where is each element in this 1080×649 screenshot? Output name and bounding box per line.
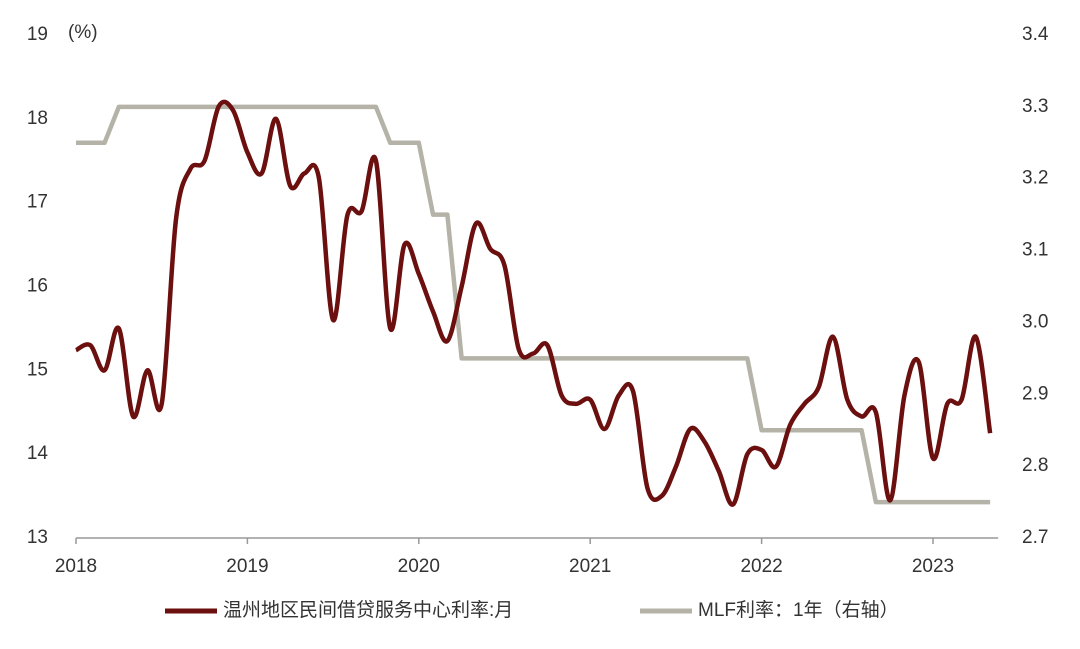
y2-tick-label: 2.8 [1022,455,1048,476]
unit-annotation: (%) [68,22,98,43]
y2-tick-label: 3.3 [1022,96,1048,117]
y2-tick-label: 2.7 [1022,527,1048,548]
line-series [76,104,991,505]
x-tick-label: 2018 [55,556,97,577]
y2-tick-label: 3.1 [1022,240,1048,261]
legend-label: 温州地区民间借贷服务中心利率:月 [223,599,513,621]
y2-tick-label: 2.9 [1022,383,1048,404]
line-series [74,99,993,507]
x-tick-label: 2022 [740,556,782,577]
legend-label: MLF利率：1年（右轴） [698,599,899,621]
y2-tick-label: 3.0 [1022,311,1048,332]
y2-tick-label: 3.2 [1022,168,1048,189]
y-tick-label: 17 [27,192,48,213]
y2-tick-label: 3.4 [1022,24,1049,45]
y-tick-label: 14 [27,443,49,464]
x-tick-label: 2019 [226,556,268,577]
x-tick-label: 2023 [912,556,954,577]
x-tick-label: 2021 [569,556,611,577]
x-tick-label: 2020 [398,556,440,577]
y-tick-label: 13 [27,527,48,548]
y-tick-label: 18 [27,108,48,129]
y-tick-label: 15 [27,359,48,380]
y-tick-label: 16 [27,276,48,297]
y-tick-label: 19 [27,24,48,45]
